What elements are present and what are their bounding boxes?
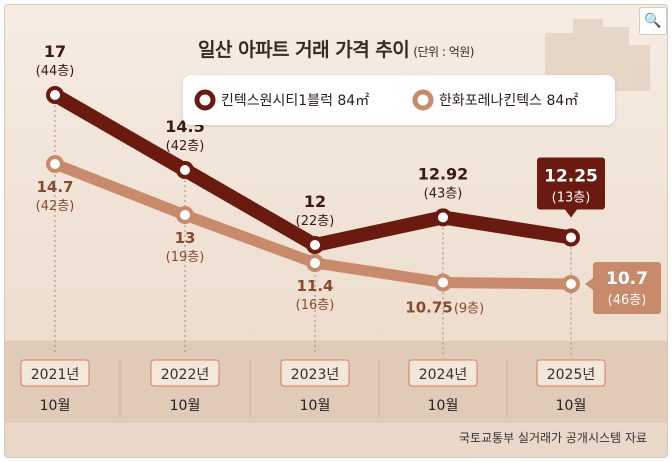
legend-marker-series-2 [412, 89, 434, 111]
value-label-series-2: 13 [175, 229, 196, 247]
x-tick-year: 2025년 [547, 367, 596, 383]
x-tick-year: 2021년 [31, 367, 80, 383]
data-point-series-1 [562, 228, 580, 247]
x-tick-year: 2024년 [419, 367, 468, 383]
x-tick-month: 10월 [428, 398, 459, 414]
data-point-series-1 [176, 161, 194, 179]
x-tick-month: 10월 [170, 398, 201, 414]
callout-pointer-series-1 [565, 209, 577, 218]
value-label-series-2: 14.7 [36, 178, 73, 196]
callout-pointer-series-2 [585, 278, 593, 290]
floor-label-series-2: (16층) [296, 298, 335, 313]
floor-label-series-1: (42층) [166, 139, 205, 154]
x-year-box [280, 359, 350, 387]
legend-label-series-1: 킨텍스원시티1블럭 84㎡ [221, 93, 369, 109]
x-tick-year: 2023년 [291, 367, 340, 383]
floor-label-series-1: (44층) [36, 64, 75, 79]
x-year-box [408, 359, 478, 387]
value-label-series-1: 12.25 [544, 167, 598, 187]
x-year-box [536, 359, 606, 387]
floor-label-series-1: (43층) [424, 186, 463, 201]
x-tick-month: 10월 [40, 398, 71, 414]
x-tick-month: 10월 [556, 398, 587, 414]
floor-label-series-2: (9층) [454, 302, 484, 317]
legend-label-series-2: 한화포레나킨텍스 84㎡ [439, 93, 578, 109]
floor-label-series-2: (46층) [608, 293, 647, 308]
search-icon[interactable]: 🔍 [639, 7, 667, 35]
value-label-series-1: 12 [304, 192, 326, 211]
floor-label-series-1: (22층) [296, 214, 335, 229]
chart-frame: 2021년 10월 2022년 10월 2023년 10월 2024년 10월 2025년 10월… [4, 4, 668, 458]
x-tick-month: 10월 [300, 398, 331, 414]
callout-box-series-1 [537, 157, 605, 210]
legend-marker-series-1 [194, 89, 216, 111]
floor-label-series-1: (13층) [552, 191, 591, 206]
value-label-series-1: 17 [44, 42, 66, 61]
data-point-series-2 [434, 273, 452, 292]
data-point-series-1 [306, 236, 324, 254]
unit-label: (단위 : 억원) [413, 45, 474, 59]
legend: 킨텍스원시티1블럭 84㎡ 한화포레나킨텍스 84㎡ [183, 75, 615, 125]
data-point-series-2 [562, 275, 580, 293]
data-point-series-1 [46, 86, 64, 104]
source-note: 국토교통부 실거래가 공개시스템 자료 [458, 431, 647, 445]
x-year-box [150, 359, 220, 387]
value-label-series-2: 11.4 [296, 277, 333, 295]
value-label-series-1: 12.92 [418, 164, 469, 183]
chart-title: 일산 아파트 거래 가격 추이 [198, 39, 410, 61]
data-point-series-2 [46, 155, 64, 173]
floor-label-series-2: (19층) [166, 250, 205, 265]
data-point-series-2 [176, 206, 194, 224]
callout-box-series-2 [593, 262, 661, 314]
x-year-box [20, 359, 90, 387]
chart-title-area: 일산 아파트 거래 가격 추이 (단위 : 억원) [5, 35, 667, 62]
building-illustration-icon [545, 19, 650, 91]
floor-label-series-2: (42층) [36, 199, 75, 214]
data-point-series-1 [434, 208, 452, 227]
value-label-series-2: 10.7 [606, 269, 648, 289]
x-tick-year: 2022년 [161, 367, 210, 383]
value-label-series-2: 10.75 [405, 299, 452, 317]
data-point-series-2 [306, 254, 324, 272]
line-chart: 2021년 10월 2022년 10월 2023년 10월 2024년 10월 2025년 10월… [5, 5, 667, 457]
